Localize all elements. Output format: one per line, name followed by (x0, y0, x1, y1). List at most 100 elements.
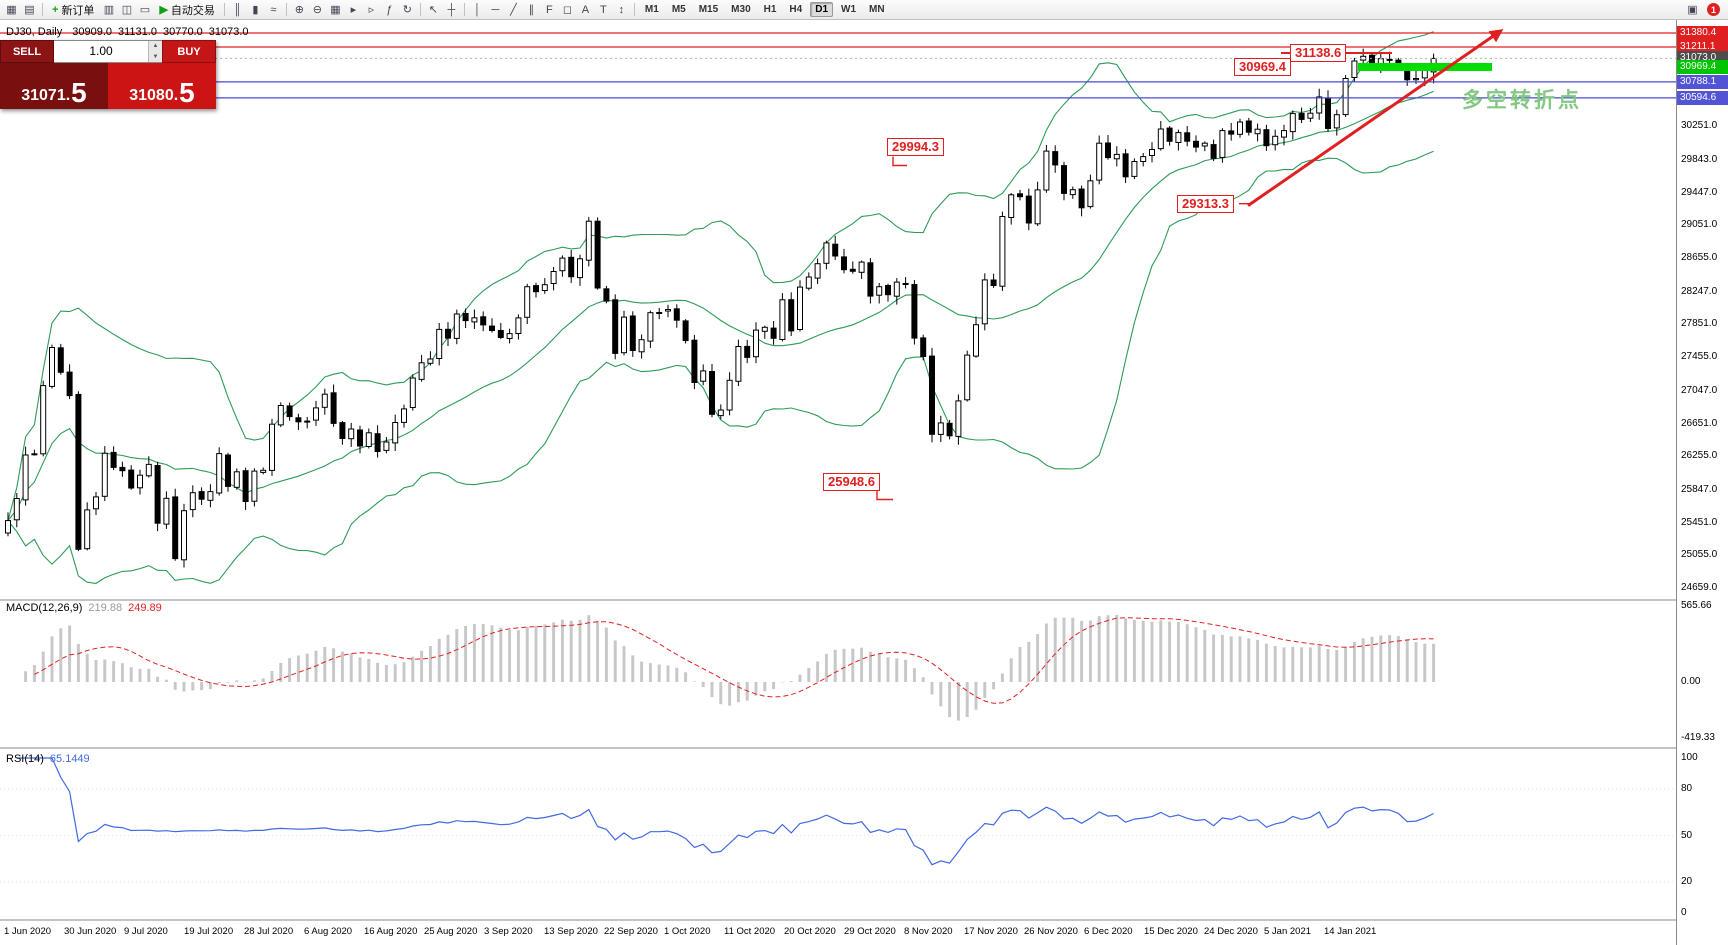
timeframe-w1[interactable]: W1 (841, 4, 857, 15)
new-order-button[interactable]: + 新订单 (47, 2, 99, 18)
date-label: 6 Aug 2020 (304, 926, 353, 937)
date-label: 11 Oct 2020 (724, 926, 776, 937)
rsi-axis-label: 0 (1681, 907, 1687, 918)
profile-icon[interactable]: ▤ (24, 4, 35, 16)
volume-field[interactable]: 1.00 ▲ ▼ (54, 40, 162, 63)
date-label: 17 Nov 2020 (964, 926, 1018, 937)
auto-scroll-icon[interactable]: ▸ (350, 4, 357, 16)
line-chart-icon[interactable]: ≈ (270, 3, 277, 16)
volume-increase-button[interactable]: ▲ (149, 41, 162, 52)
text-icon[interactable]: A (581, 3, 590, 16)
date-label: 1 Oct 2020 (664, 926, 711, 937)
cursor-icon[interactable]: ↖ (428, 4, 439, 16)
timeframe-m15[interactable]: M15 (698, 4, 719, 15)
trend-arrow[interactable] (1247, 29, 1504, 207)
price-tick-label: 25451.0 (1681, 516, 1718, 528)
date-label: 30 Jun 2020 (64, 926, 117, 937)
price-tick-label: 25055.0 (1681, 549, 1718, 561)
window-list-icon[interactable]: ▣ (1687, 4, 1698, 16)
equidistant-channel-icon[interactable]: ∥ (528, 4, 535, 16)
price-tick-label: 25847.0 (1681, 483, 1718, 495)
chart-ohlc-info: DJ30, Daily 30909.0 31131.0 30770.0 31073.0 (6, 26, 255, 38)
candlesticks[interactable] (5, 48, 1437, 568)
price-annotation-label[interactable]: 31138.6 (1290, 43, 1347, 62)
date-label: 8 Nov 2020 (904, 926, 953, 937)
new-order-button-label: 新订单 (61, 4, 95, 17)
date-label: 9 Jul 2020 (124, 926, 168, 937)
timeframe-m1[interactable]: M1 (644, 4, 659, 15)
auto-trading-button[interactable]: ▶ 自动交易 (154, 2, 219, 18)
timeframe-h1[interactable]: H1 (763, 4, 777, 15)
macd-histogram (24, 615, 1436, 721)
notification-badge[interactable]: 1 (1707, 3, 1720, 16)
fibonacci-icon[interactable]: F (546, 3, 553, 16)
trendline-icon[interactable]: ╱ (510, 4, 517, 16)
charts-grid-icon[interactable]: ▦ (6, 4, 17, 16)
price-tick-label: 29051.0 (1681, 219, 1718, 231)
bar-chart-icon[interactable]: ║ (233, 3, 242, 16)
market-watch-icon[interactable]: ▥ (103, 4, 115, 16)
candlestick-chart-icon[interactable]: ▮ (252, 4, 259, 16)
price-tick-label: 29447.0 (1681, 186, 1718, 198)
price-annotation-label[interactable]: 25948.6 (823, 472, 880, 491)
timeframe-h4[interactable]: H4 (789, 4, 803, 15)
rsi-axis-label: 80 (1681, 783, 1693, 794)
buy-button[interactable]: BUY (162, 40, 216, 63)
volume-value[interactable]: 1.00 (89, 44, 113, 58)
toolbar-separator (419, 3, 421, 16)
price-tick-label: 28247.0 (1681, 285, 1718, 297)
date-label: 15 Dec 2020 (1144, 926, 1198, 937)
macd-axis-label: -419.33 (1681, 732, 1715, 744)
date-label: 1 Jun 2020 (4, 926, 52, 937)
terminal-icon[interactable]: ▭ (139, 4, 151, 16)
price-line-tag: 31211.1 (1677, 39, 1728, 54)
price-tick-label: 26255.0 (1681, 450, 1718, 462)
price-annotation-label[interactable]: 29313.3 (1177, 194, 1234, 213)
price-tick-label: 29843.0 (1681, 153, 1718, 165)
buy-price-fraction: 5 (179, 77, 195, 109)
timeframe-m30[interactable]: M30 (731, 4, 751, 15)
horizontal-line-icon[interactable]: ─ (491, 3, 500, 16)
shapes-icon[interactable]: ◻ (562, 4, 572, 16)
periods-icon[interactable]: ↻ (402, 4, 413, 16)
price-annotation-label[interactable]: 30969.4 (1234, 57, 1291, 76)
sell-button[interactable]: SELL (0, 40, 54, 63)
price-annotation-label[interactable]: 29994.3 (887, 138, 944, 157)
macd-value-main: 219.88 (88, 602, 123, 614)
annotation-note-text: 多空转折点 (1462, 88, 1582, 112)
buy-price-display[interactable]: 31080. 5 (108, 63, 216, 109)
price-tick-label: 27851.0 (1681, 318, 1718, 330)
date-label: 22 Sep 2020 (604, 926, 658, 937)
vertical-line-icon[interactable]: │ (473, 3, 481, 16)
zoom-in-icon[interactable]: ⊕ (294, 4, 305, 16)
tile-windows-icon[interactable]: ▦ (330, 4, 341, 16)
macd-axis-label: 565.66 (1681, 600, 1712, 612)
rsi-value: 65.1449 (49, 753, 90, 765)
indicators-icon[interactable]: ƒ (386, 3, 393, 16)
timeframe-d1[interactable]: D1 (810, 2, 834, 17)
data-window-icon[interactable]: ◫ (121, 4, 133, 16)
price-axis[interactable]: 30251.0 29843.0 29447.0 29051.0 28655.0 28247… (1676, 20, 1728, 945)
date-label: 26 Nov 2020 (1024, 926, 1078, 937)
sell-price-fraction: 5 (71, 77, 87, 109)
symbol-title: DJ30, Daily (6, 26, 63, 38)
toolbar-separator (285, 3, 287, 16)
text-label-icon[interactable]: T (600, 3, 607, 16)
date-label: 6 Dec 2020 (1084, 926, 1133, 937)
rsi-axis-label: 100 (1681, 752, 1698, 763)
chart-shift-icon[interactable]: ▹ (368, 4, 375, 16)
volume-spinner: ▲ ▼ (148, 41, 162, 62)
zoom-out-icon[interactable]: ⊖ (312, 4, 323, 16)
crosshair-icon[interactable]: ┼ (447, 3, 456, 16)
timeframe-mn[interactable]: MN (869, 4, 885, 15)
toolbar-separator (633, 3, 635, 16)
timeframe-m5[interactable]: M5 (671, 4, 686, 15)
date-label: 14 Jan 2021 (1324, 926, 1377, 937)
sell-price-display[interactable]: 31071. 5 (0, 63, 108, 109)
macd-signal-line (34, 617, 1434, 704)
volume-decrease-button[interactable]: ▼ (149, 51, 162, 62)
time-axis[interactable]: 1 Jun 2020 30 Jun 2020 9 Jul 2020 19 Jul 20… (0, 920, 1676, 945)
arrow-tools-icon[interactable]: ↕ (618, 3, 625, 16)
ohlc-open: 30909.0 (72, 26, 113, 38)
